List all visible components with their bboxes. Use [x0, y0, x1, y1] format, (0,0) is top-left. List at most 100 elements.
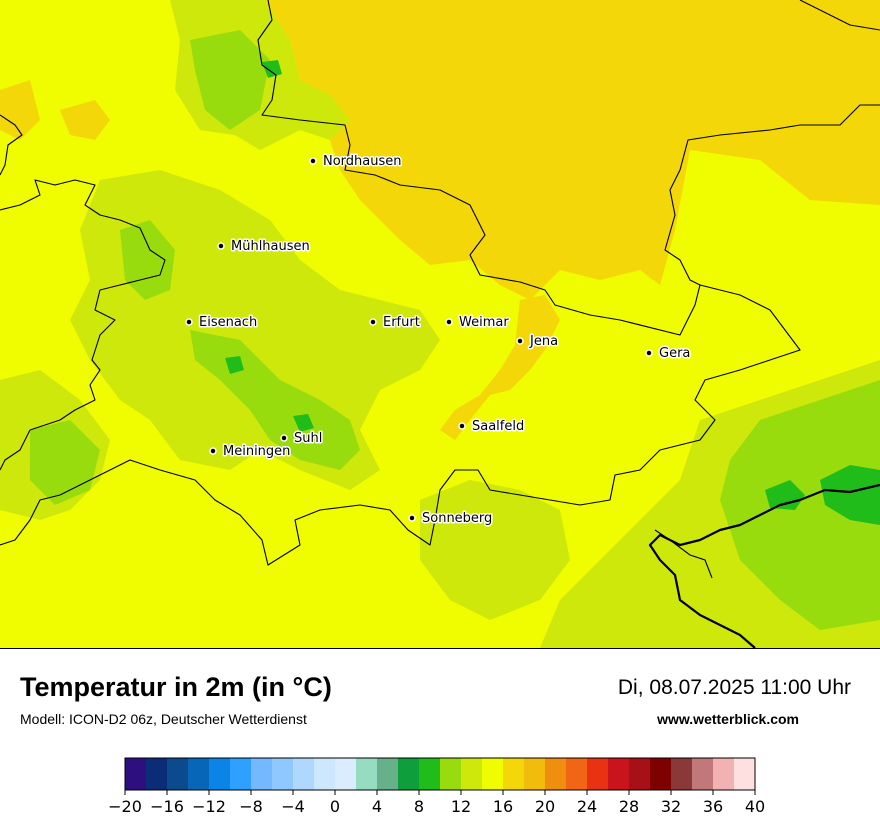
city-label: Eisenach [199, 315, 257, 330]
legend-tick-label: −12 [192, 797, 226, 816]
map-canvas: Nordhausen Mühlhausen Eisenach Erfurt Weimar… [0, 0, 880, 648]
city-label: Nordhausen [323, 154, 402, 169]
northern-border-east [664, 0, 880, 286]
green-zone-hainich [120, 220, 175, 300]
website-link[interactable]: www.wetterblick.com [657, 711, 799, 727]
city-dot [209, 447, 217, 455]
dark-green-zone-forest-1 [225, 356, 244, 374]
city-dot [445, 318, 453, 326]
legend-tick-label: 0 [330, 797, 340, 816]
legend-swatch [440, 758, 462, 790]
legend-swatch [419, 758, 441, 790]
legend-swatch [461, 758, 483, 790]
temperature-map[interactable]: Nordhausen Mühlhausen Eisenach Erfurt Weimar… [0, 0, 880, 649]
warm-zone-west [0, 80, 40, 140]
warm-zone-small [60, 100, 110, 140]
legend-swatch [335, 758, 357, 790]
temperature-legend: −20 −16 −12 −8 −4 0 4 8 12 16 20 24 28 32 36 40 [0, 750, 880, 830]
city-weimar: Weimar [445, 314, 511, 332]
western-border [0, 114, 166, 471]
legend-tick-label: 36 [703, 797, 723, 816]
forecast-datetime: Di, 08.07.2025 11:00 Uhr [617, 676, 851, 699]
legend-swatch [293, 758, 315, 790]
model-info: Modell: ICON-D2 06z, Deutscher Wetterdie… [20, 711, 307, 727]
legend-swatch [314, 758, 336, 790]
legend-swatch [125, 758, 147, 790]
warm-zone-jena [440, 295, 560, 440]
city-saalfeld: Saalfeld [458, 418, 526, 436]
legend-swatch [356, 758, 378, 790]
map-title: Temperatur in 2m (in °C) [20, 672, 332, 702]
country-border-czech [648, 483, 880, 648]
dark-green-zone-forest-2 [293, 414, 314, 432]
legend-swatch [188, 758, 210, 790]
legend-tick-label: 32 [661, 797, 681, 816]
city-markers: Nordhausen Mühlhausen Eisenach Erfurt Weimar… [185, 153, 692, 528]
city-label: Suhl [294, 431, 322, 446]
city-label: Saalfeld [472, 419, 524, 434]
city-label: Erfurt [383, 315, 420, 330]
dark-green-zone-east [820, 465, 880, 525]
city-meiningen: Meiningen [209, 443, 292, 461]
border-southeast-minor [654, 529, 713, 579]
city-dot [309, 157, 317, 165]
city-dot [516, 337, 524, 345]
city-dot [458, 422, 466, 430]
legend-swatch [503, 758, 525, 790]
dark-green-zone-east-2 [765, 480, 805, 510]
legend-swatch [734, 758, 756, 790]
city-label: Mühlhausen [231, 239, 310, 254]
legend-swatch [545, 758, 567, 790]
legend-swatch [650, 758, 672, 790]
legend-tick-label: 28 [619, 797, 639, 816]
legend-swatch [608, 758, 630, 790]
warm-zone-north [265, 0, 880, 300]
legend-swatch [146, 758, 168, 790]
legend-swatch [692, 758, 714, 790]
city-label: Weimar [459, 315, 509, 330]
legend-tick-label: 24 [577, 797, 597, 816]
legend-swatch [377, 758, 399, 790]
legend-tick-label: −20 [108, 797, 142, 816]
state-border [0, 0, 801, 566]
legend-swatch [209, 758, 231, 790]
city-label: Sonneberg [422, 511, 492, 526]
city-erfurt: Erfurt [369, 314, 421, 332]
legend-tick-label: −16 [150, 797, 184, 816]
legend-frame [124, 757, 756, 791]
legend-swatch [566, 758, 588, 790]
legend-swatch [167, 758, 189, 790]
city-label: Jena [529, 334, 558, 349]
city-sonneberg: Sonneberg [408, 510, 494, 528]
legend-swatch [587, 758, 609, 790]
legend-swatch [482, 758, 504, 790]
city-mühlhausen: Mühlhausen [217, 238, 311, 256]
legend-swatch [629, 758, 651, 790]
city-suhl: Suhl [280, 430, 324, 448]
city-dot [280, 434, 288, 442]
legend-tick-label: 16 [493, 797, 513, 816]
city-jena: Jena [516, 333, 560, 351]
city-dot [408, 514, 416, 522]
legend-swatch [671, 758, 693, 790]
legend-tick-label: −8 [239, 797, 263, 816]
legend-swatch [398, 758, 420, 790]
legend-tick-label: 20 [535, 797, 555, 816]
city-label: Meiningen [223, 444, 290, 459]
city-eisenach: Eisenach [185, 314, 259, 332]
legend-tick-label: 4 [372, 797, 382, 816]
green-zone-harz [190, 30, 270, 130]
legend-tick-label: 12 [451, 797, 471, 816]
legend-swatch [230, 758, 252, 790]
city-label: Gera [659, 346, 690, 361]
city-dot [185, 318, 193, 326]
green-zone-east [720, 380, 880, 630]
city-dot [369, 318, 377, 326]
city-dot [645, 349, 653, 357]
legend-swatch [524, 758, 546, 790]
city-dot [217, 242, 225, 250]
dark-green-zone-harz [262, 60, 282, 78]
legend-tick-label: 40 [745, 797, 765, 816]
legend-swatch [272, 758, 294, 790]
cool-zone-south [420, 480, 570, 620]
